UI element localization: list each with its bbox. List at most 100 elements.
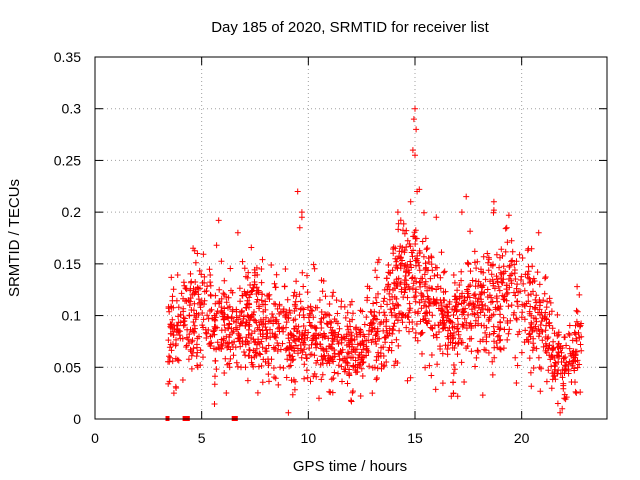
data-point: [283, 319, 290, 326]
data-point: [505, 330, 512, 337]
data-point: [338, 298, 345, 305]
data-point: [308, 307, 315, 314]
data-point: [408, 264, 415, 271]
data-point: [389, 293, 396, 300]
data-point: [423, 319, 430, 326]
data-point: [214, 339, 221, 346]
data-point: [347, 301, 354, 308]
data-point: [491, 344, 498, 351]
data-point: [386, 290, 393, 297]
data-point: [448, 393, 455, 400]
data-point: [417, 249, 423, 256]
data-point: [494, 278, 501, 285]
data-point: [477, 291, 484, 298]
data-point: [525, 292, 532, 299]
data-point: [308, 351, 315, 358]
data-point: [275, 381, 282, 388]
y-tick-label: 0.15: [54, 256, 81, 272]
data-point: [439, 325, 446, 332]
data-point: [296, 291, 303, 298]
data-point: [561, 334, 568, 341]
data-point: [469, 277, 476, 284]
data-point: [550, 338, 557, 345]
data-point: [536, 298, 543, 305]
data-point: [301, 314, 307, 321]
data-point: [299, 305, 305, 312]
data-point: [543, 304, 550, 311]
data-point: [412, 105, 418, 112]
data-point: [516, 251, 523, 258]
data-point: [413, 262, 419, 269]
data-point: [572, 322, 579, 329]
data-point: [481, 312, 488, 319]
data-point: [323, 320, 330, 327]
data-point: [187, 287, 194, 294]
data-point: [262, 320, 269, 327]
data-point: [485, 254, 492, 261]
data-point: [301, 375, 308, 382]
data-point: [241, 265, 248, 272]
data-point: [461, 379, 468, 385]
data-point: [325, 335, 332, 342]
data-point: [488, 312, 495, 319]
data-point: [336, 325, 343, 332]
data-point: [559, 374, 566, 381]
data-point: [285, 314, 292, 321]
data-point: [361, 333, 368, 340]
data-point: [169, 316, 176, 323]
x-tick-label: 5: [198, 430, 206, 446]
data-point: [339, 346, 346, 353]
data-point: [512, 354, 519, 361]
data-point: [265, 371, 272, 378]
data-point: [451, 366, 458, 373]
data-point: [181, 321, 188, 328]
data-point: [385, 262, 392, 268]
data-point: [451, 329, 457, 336]
data-point: [513, 380, 520, 386]
data-point: [336, 350, 343, 357]
data-point: [168, 274, 175, 281]
data-point: [490, 280, 497, 287]
data-point: [393, 336, 400, 343]
data-point: [571, 365, 577, 372]
data-point: [422, 313, 429, 319]
data-point: [218, 307, 225, 314]
data-point: [457, 335, 463, 342]
data-point: [443, 317, 450, 324]
data-point: [344, 354, 351, 361]
data-point: [260, 331, 267, 338]
data-point: [393, 302, 400, 309]
data-point: [536, 281, 543, 288]
data-point: [333, 297, 340, 304]
data-point: [504, 239, 511, 246]
data-point: [174, 272, 181, 278]
data-point: [449, 339, 456, 346]
data-point: [525, 298, 532, 305]
data-point: [552, 363, 559, 370]
data-point: [440, 308, 446, 315]
data-point: [283, 374, 290, 381]
data-point: [483, 324, 490, 331]
data-point: [503, 297, 510, 304]
data-point: [271, 374, 278, 381]
data-point: [511, 309, 518, 316]
data-point: [416, 299, 423, 306]
data-point: [434, 272, 441, 278]
data-point: [412, 289, 419, 296]
data-point: [335, 351, 342, 358]
data-point: [352, 349, 359, 356]
data-point: [291, 386, 298, 393]
x-tick-label: 10: [301, 430, 317, 446]
data-point: [312, 325, 319, 332]
data-point: [450, 362, 457, 368]
data-point: [398, 288, 405, 295]
data-point: [319, 288, 326, 295]
data-point: [500, 314, 507, 321]
data-point: [497, 303, 504, 310]
data-point: [258, 318, 264, 325]
data-point: [486, 331, 493, 338]
data-point: [478, 290, 485, 297]
data-point: [445, 309, 452, 316]
data-point: [358, 365, 365, 372]
data-point: [482, 276, 489, 283]
